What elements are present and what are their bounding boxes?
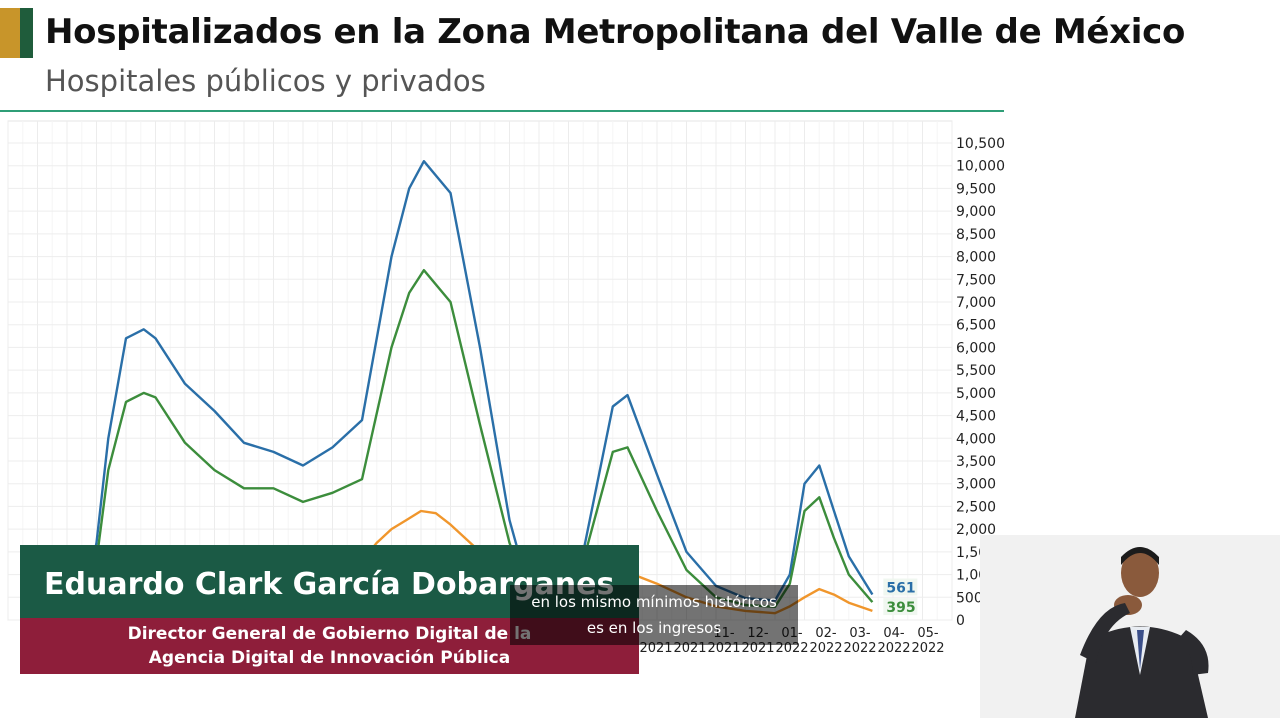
closed-caption: en los mismo mínimos históricos es en lo… (510, 585, 798, 645)
title-divider (0, 110, 1004, 112)
speaker-role-line1: Director General de Gobierno Digital de … (127, 624, 532, 644)
caption-line1: en los mismo mínimos históricos (531, 593, 777, 611)
y-tick-label: 9,000 (956, 204, 996, 220)
interpreter-figure (980, 535, 1280, 718)
x-tick-label-year: 2022 (911, 641, 944, 656)
end-label-bg (883, 598, 918, 616)
y-tick-label: 4,000 (956, 431, 996, 447)
y-tick-label: 4,500 (956, 409, 996, 425)
speaker-role: Director General de Gobierno Digital de … (20, 618, 639, 674)
x-tick-label-year: 2022 (843, 641, 876, 656)
y-tick-label: 3,500 (956, 454, 996, 470)
y-tick-label: 5,500 (956, 363, 996, 379)
y-tick-label: 6,000 (956, 340, 996, 356)
y-tick-label: 10,000 (956, 159, 1005, 175)
y-tick-label: 10,500 (956, 136, 1005, 152)
y-tick-label: 2,000 (956, 522, 996, 538)
y-tick-label: 7,500 (956, 272, 996, 288)
x-tick-label: 02- (815, 626, 837, 641)
y-tick-label: 3,000 (956, 477, 996, 493)
brand-bar-green (20, 8, 33, 58)
caption-line2: es en los ingresos (586, 619, 722, 637)
brand-bar-gold (0, 8, 20, 58)
page-title: Hospitalizados en la Zona Metropolitana … (45, 12, 1186, 52)
y-tick-label: 5,000 (956, 386, 996, 402)
y-tick-label: 9,500 (956, 181, 996, 197)
x-tick-label: 05- (917, 626, 939, 641)
y-tick-label: 7,000 (956, 295, 996, 311)
x-tick-label: 03- (849, 626, 871, 641)
speaker-role-line2: Agencia Digital de Innovación Pública (148, 648, 511, 668)
y-tick-label: 8,500 (956, 227, 996, 243)
x-tick-label-year: 2022 (809, 641, 842, 656)
series-end-label: 561 (886, 581, 915, 597)
page-subtitle: Hospitales públicos y privados (45, 64, 486, 98)
y-tick-label: 8,000 (956, 250, 996, 266)
lower-third: Eduardo Clark García Dobarganes Director… (20, 545, 639, 674)
y-tick-label: 500 (956, 590, 983, 606)
y-tick-label: 0 (956, 613, 965, 629)
x-tick-label-year: 2022 (877, 641, 910, 656)
y-tick-label: 2,500 (956, 499, 996, 515)
x-tick-label: 04- (883, 626, 905, 641)
y-tick-label: 6,500 (956, 318, 996, 334)
sign-language-interpreter (980, 535, 1280, 718)
series-end-label: 395 (886, 600, 915, 616)
end-label-bg (883, 578, 918, 596)
